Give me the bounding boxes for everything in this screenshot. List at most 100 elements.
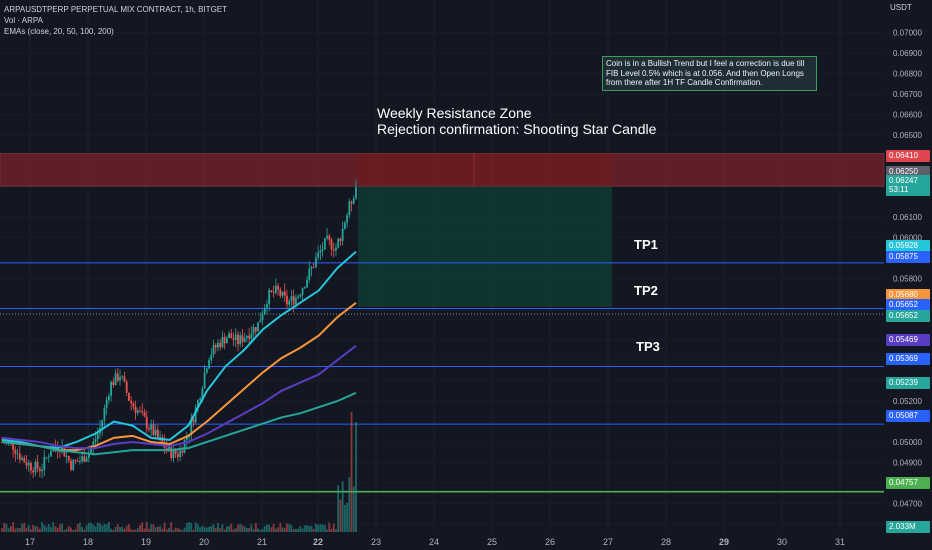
volume-bar [136, 528, 139, 532]
price-tag: 0.05680 [886, 289, 930, 301]
candle-body [297, 296, 300, 298]
candle-body [79, 461, 81, 463]
volume-bar [10, 526, 12, 532]
candle-body [181, 450, 184, 453]
volume-bar [41, 522, 43, 532]
volume-bar [45, 527, 48, 532]
candle-body [159, 436, 161, 438]
candle-body [12, 441, 15, 450]
x-tick-label: 18 [83, 537, 93, 547]
candle-body [114, 373, 117, 386]
candle-body [248, 335, 251, 339]
x-tick-label: 22 [313, 537, 323, 547]
volume-bar [270, 527, 273, 532]
volume-bar [277, 527, 279, 532]
candle-body [185, 437, 188, 441]
candle-body [103, 407, 106, 421]
volume-bar [72, 529, 75, 532]
volume-bar [297, 528, 300, 532]
candle-body [165, 447, 168, 450]
candle-body [290, 296, 293, 301]
volume-bar [105, 524, 108, 532]
y-tick-label: 0.05800 [893, 274, 922, 283]
candle-body [339, 238, 342, 241]
volume-bar [81, 527, 84, 532]
candle-body [45, 457, 48, 458]
volume-bar [281, 527, 284, 532]
volume-bar [321, 524, 324, 532]
volume-bar [63, 529, 66, 532]
candle-body [105, 400, 108, 408]
volume-bar [18, 528, 21, 532]
volume-bar [301, 528, 304, 532]
volume-bar [54, 526, 57, 532]
volume-bar [283, 528, 286, 532]
candle-body [134, 406, 137, 413]
volume-bar [3, 522, 6, 532]
tp1-label: TP1 [634, 237, 658, 252]
volume-bar [65, 528, 68, 532]
candle-body [18, 453, 21, 460]
volume-bar [148, 528, 150, 532]
candle-body [286, 295, 288, 305]
volume-bar [348, 477, 351, 532]
volume-bar [337, 485, 340, 532]
volume-bar [107, 522, 110, 532]
volume-bar [279, 522, 282, 532]
volume-bar [168, 528, 170, 532]
volume-bar [286, 523, 288, 532]
candle-body [223, 336, 226, 344]
ema-lines [1, 250, 357, 456]
candle-body [292, 296, 295, 305]
price-tag: 0.05239 [886, 377, 930, 389]
candle-body [36, 461, 39, 469]
y-tick-label: 0.06800 [893, 70, 922, 79]
ema-line-ema-20 [1, 250, 357, 450]
candle-body [201, 388, 204, 399]
volume-bar [252, 529, 255, 532]
volume-bar [315, 523, 317, 532]
volume-bar [172, 529, 175, 532]
candle-body [259, 320, 262, 323]
candle-body [154, 429, 157, 436]
symbol-title: ARPAUSDTPERP PERPETUAL MIX CONTRACT, 1h,… [4, 5, 228, 14]
candle-body [50, 451, 52, 457]
price-tag: 0.05469 [886, 334, 930, 346]
volume-bar [254, 523, 257, 532]
x-tick-label: 19 [141, 537, 151, 547]
volume-bar [121, 526, 124, 532]
candle-body [310, 266, 313, 270]
volume-bar [181, 529, 184, 532]
candle-body [90, 448, 92, 453]
ema-line-ema-50 [1, 302, 357, 452]
candle-body [232, 338, 235, 340]
volume-bar [12, 522, 15, 532]
horizontal-levels [0, 262, 884, 493]
x-tick-label: 23 [371, 537, 381, 547]
candle-body [85, 458, 88, 462]
y-tick-label: 0.06100 [893, 213, 922, 222]
candle-body [230, 333, 233, 339]
price-tag: 0.05369 [886, 353, 930, 365]
currency-label: USDT [890, 3, 912, 12]
candle-body [335, 247, 337, 251]
candle-body [32, 470, 35, 473]
volume-bar [259, 529, 262, 532]
volume-bar [221, 524, 224, 532]
volume-bar [323, 524, 326, 532]
candle-body [67, 456, 70, 461]
volume-bar [132, 529, 135, 532]
volume-bar [250, 524, 253, 532]
volume-bar [272, 523, 275, 532]
volume-bar [223, 529, 226, 532]
price-tag: 0.05875 [886, 251, 930, 263]
y-tick-label: 0.06700 [893, 90, 922, 99]
y-tick-label: 0.05200 [893, 397, 922, 406]
candle-body [270, 290, 273, 292]
volume-bar [343, 504, 346, 532]
volume-bar [47, 524, 50, 532]
volume-bar [228, 526, 230, 532]
tp3-label: TP3 [636, 339, 660, 354]
volume-bar [257, 528, 259, 532]
volume-bar [248, 528, 251, 532]
